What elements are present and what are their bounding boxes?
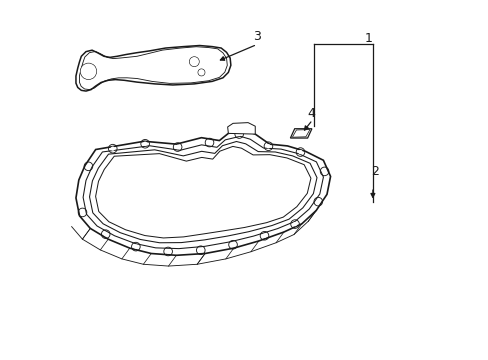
Circle shape [86, 164, 90, 168]
Text: 3: 3 [253, 30, 261, 43]
Circle shape [198, 69, 204, 76]
Polygon shape [76, 131, 330, 255]
Circle shape [315, 199, 320, 204]
Circle shape [198, 248, 203, 252]
Polygon shape [96, 147, 310, 238]
Circle shape [175, 145, 180, 149]
Polygon shape [227, 123, 255, 134]
Circle shape [207, 140, 211, 145]
Circle shape [80, 210, 84, 215]
Circle shape [110, 147, 115, 151]
Circle shape [81, 63, 96, 79]
Text: 2: 2 [371, 165, 379, 177]
Circle shape [165, 249, 170, 254]
Circle shape [237, 132, 241, 136]
Circle shape [298, 150, 302, 154]
Circle shape [230, 243, 235, 247]
Circle shape [103, 232, 108, 236]
Text: 1: 1 [364, 32, 371, 45]
Circle shape [322, 169, 326, 174]
Circle shape [266, 144, 270, 148]
Circle shape [133, 244, 138, 249]
Circle shape [142, 141, 147, 146]
Circle shape [189, 57, 199, 66]
Circle shape [292, 222, 297, 226]
Text: 4: 4 [306, 107, 314, 120]
Circle shape [262, 234, 266, 238]
Polygon shape [76, 45, 230, 91]
Polygon shape [290, 129, 311, 138]
